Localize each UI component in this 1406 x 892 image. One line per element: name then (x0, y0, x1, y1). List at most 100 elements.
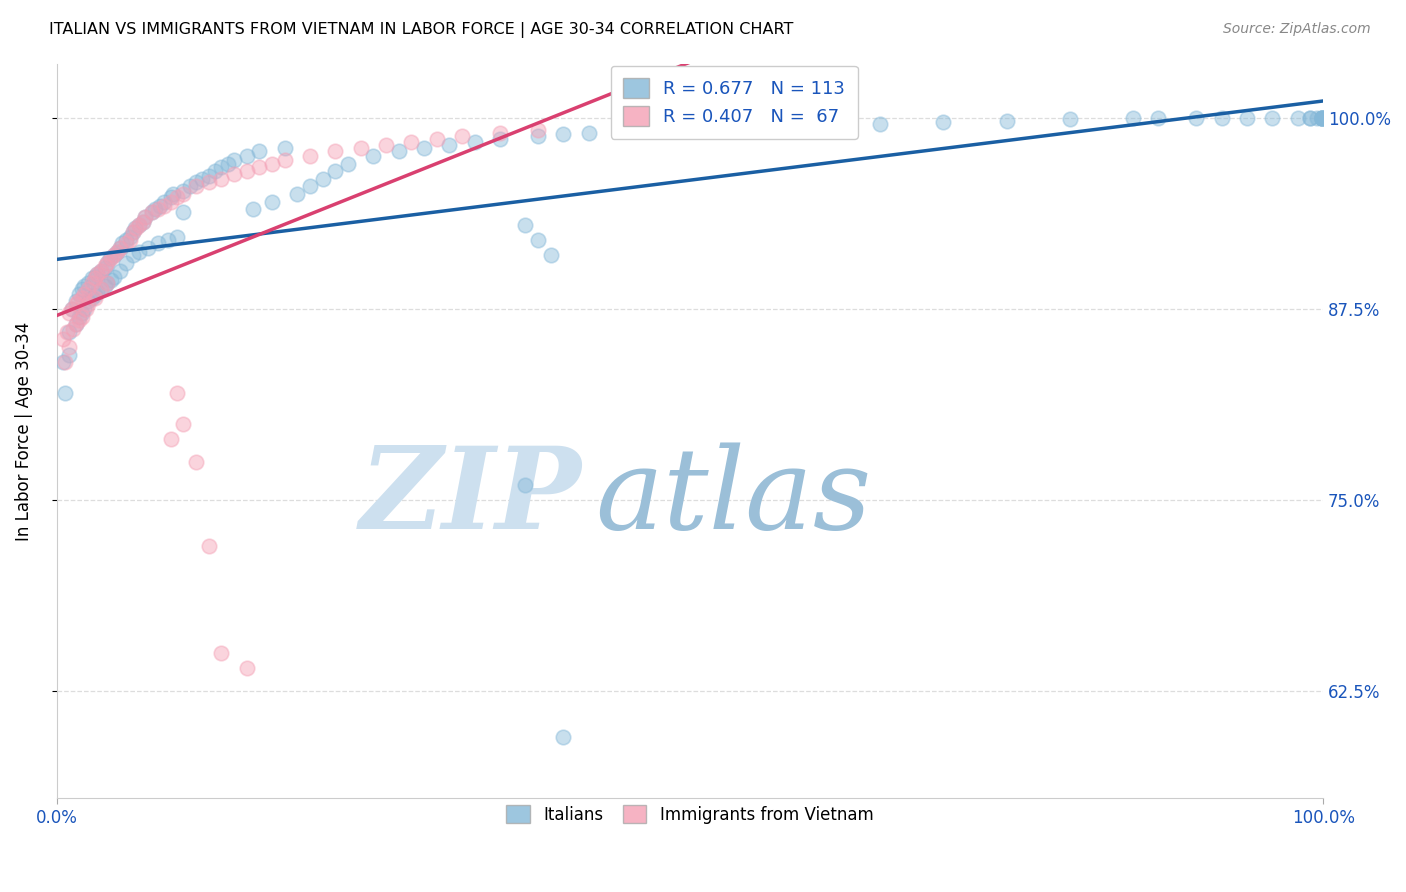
Point (128, 218, 150, 232)
Point (1299, 111, 1322, 125)
Point (197, 539, 219, 553)
Point (93, 259, 115, 273)
Point (179, 179, 201, 194)
Point (349, 141, 371, 155)
Point (166, 190, 188, 204)
Point (83, 288, 105, 302)
Point (995, 113, 1018, 128)
Point (323, 164, 346, 178)
Point (298, 149, 321, 163)
Point (209, 646, 232, 660)
Point (55, 386, 77, 401)
Point (58, 340, 80, 354)
Point (134, 210, 156, 224)
Point (65, 317, 87, 331)
Point (67, 286, 90, 301)
Point (197, 175, 219, 189)
Point (73, 286, 96, 301)
Point (103, 248, 125, 262)
Point (108, 241, 131, 255)
Point (311, 171, 333, 186)
Point (70, 310, 93, 324)
Point (141, 205, 163, 219)
Point (83, 271, 105, 285)
Point (209, 171, 232, 186)
Point (1310, 111, 1333, 125)
Point (869, 117, 891, 131)
Point (172, 187, 194, 202)
Point (73, 279, 96, 293)
Point (1299, 111, 1322, 125)
Point (103, 248, 125, 262)
Point (100, 252, 122, 266)
Point (692, 120, 714, 134)
Point (553, 731, 575, 745)
Point (1310, 111, 1333, 125)
Point (67, 294, 90, 309)
Point (323, 145, 346, 159)
Point (540, 248, 562, 262)
Point (426, 132, 449, 146)
Point (77, 294, 100, 309)
Point (58, 348, 80, 362)
Point (121, 226, 143, 240)
Point (361, 149, 384, 163)
Point (159, 194, 181, 209)
Point (157, 233, 180, 247)
Point (65, 294, 87, 309)
Point (103, 269, 125, 284)
Legend: Italians, Immigrants from Vietnam: Italians, Immigrants from Vietnam (499, 798, 880, 830)
Point (439, 138, 461, 153)
Point (191, 171, 214, 186)
Point (136, 241, 159, 255)
Point (242, 202, 264, 217)
Point (235, 149, 257, 163)
Point (932, 115, 955, 129)
Point (145, 202, 167, 217)
Point (83, 291, 105, 305)
Point (86, 267, 108, 281)
Point (298, 179, 321, 194)
Point (515, 478, 537, 492)
Point (260, 156, 283, 170)
Point (58, 306, 80, 320)
Point (93, 279, 115, 293)
Point (197, 169, 219, 183)
Point (209, 160, 232, 174)
Point (553, 128, 575, 142)
Point (134, 210, 156, 224)
Point (260, 194, 283, 209)
Point (146, 236, 169, 251)
Point (55, 325, 77, 339)
Point (464, 135, 486, 149)
Point (273, 141, 295, 155)
Point (1286, 111, 1309, 125)
Point (86, 285, 108, 299)
Point (806, 118, 828, 132)
Point (1310, 111, 1333, 125)
Point (141, 205, 163, 219)
Point (146, 202, 169, 217)
Text: atlas: atlas (595, 442, 872, 553)
Text: ITALIAN VS IMMIGRANTS FROM VIETNAM IN LABOR FORCE | AGE 30-34 CORRELATION CHART: ITALIAN VS IMMIGRANTS FROM VIETNAM IN LA… (49, 22, 793, 38)
Point (451, 128, 474, 143)
Point (108, 263, 131, 277)
Point (172, 417, 194, 431)
Point (70, 282, 93, 296)
Point (247, 145, 270, 159)
Point (149, 199, 172, 213)
Point (121, 248, 143, 262)
Point (98, 252, 121, 266)
Point (77, 276, 100, 290)
Point (115, 256, 138, 270)
Point (67, 310, 90, 324)
Point (90, 263, 112, 277)
Point (336, 156, 359, 170)
Point (96, 276, 118, 290)
Point (80, 271, 103, 285)
Text: ZIP: ZIP (360, 442, 582, 553)
Point (128, 245, 150, 260)
Point (120, 233, 142, 247)
Y-axis label: In Labor Force | Age 30-34: In Labor Force | Age 30-34 (15, 322, 32, 541)
Point (1122, 111, 1144, 125)
